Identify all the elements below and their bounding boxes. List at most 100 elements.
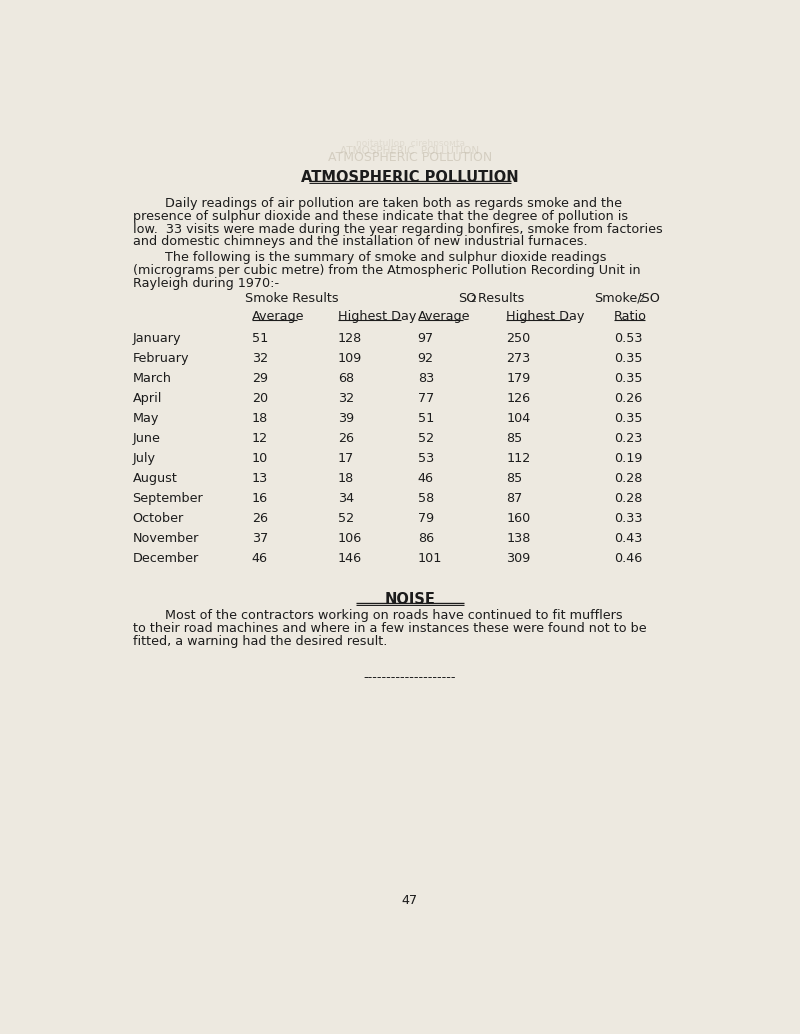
Text: November: November [133, 533, 199, 545]
Text: low.  33 visits were made during the year regarding bonfires, smoke from factori: low. 33 visits were made during the year… [133, 222, 662, 236]
Text: 104: 104 [506, 413, 530, 425]
Text: 128: 128 [338, 332, 362, 345]
Text: 10: 10 [252, 452, 268, 465]
Text: 26: 26 [252, 512, 268, 525]
Text: 83: 83 [418, 372, 434, 385]
Text: 112: 112 [506, 452, 530, 465]
Text: 32: 32 [338, 392, 354, 405]
Text: October: October [133, 512, 184, 525]
Text: Ratio: Ratio [614, 310, 647, 324]
Text: 0.33: 0.33 [614, 512, 642, 525]
Text: ATMOSPHERIC POLLUTION: ATMOSPHERIC POLLUTION [328, 151, 492, 164]
Text: 0.28: 0.28 [614, 473, 642, 485]
Text: 13: 13 [252, 473, 268, 485]
Text: to their road machines and where in a few instances these were found not to be: to their road machines and where in a fe… [133, 621, 646, 635]
Text: fitted, a warning had the desired result.: fitted, a warning had the desired result… [133, 635, 387, 647]
Text: 17: 17 [338, 452, 354, 465]
Text: 47: 47 [402, 894, 418, 907]
Text: 34: 34 [338, 492, 354, 506]
Text: 51: 51 [418, 413, 434, 425]
Text: May: May [133, 413, 159, 425]
Text: 92: 92 [418, 352, 434, 365]
Text: 77: 77 [418, 392, 434, 405]
Text: 46: 46 [418, 473, 434, 485]
Text: January: January [133, 332, 181, 345]
Text: 160: 160 [506, 512, 530, 525]
Text: --------------------: -------------------- [364, 671, 456, 683]
Text: 97: 97 [418, 332, 434, 345]
Text: Smoke/SO: Smoke/SO [594, 292, 660, 305]
Text: (micrograms per cubic metre) from the Atmospheric Pollution Recording Unit in: (micrograms per cubic metre) from the At… [133, 264, 640, 277]
Text: 86: 86 [418, 533, 434, 545]
Text: July: July [133, 452, 155, 465]
Text: 87: 87 [506, 492, 522, 506]
Text: Rayleigh during 1970:-: Rayleigh during 1970:- [133, 276, 278, 290]
Text: 68: 68 [338, 372, 354, 385]
Text: ATMOSPHERIC  POLLUTION: ATMOSPHERIC POLLUTION [341, 146, 479, 156]
Text: 0.35: 0.35 [614, 352, 642, 365]
Text: 109: 109 [338, 352, 362, 365]
Text: 0.26: 0.26 [614, 392, 642, 405]
Text: 0.35: 0.35 [614, 413, 642, 425]
Text: February: February [133, 352, 189, 365]
Text: 52: 52 [338, 512, 354, 525]
Text: Results: Results [474, 292, 525, 305]
Text: 79: 79 [418, 512, 434, 525]
Text: 138: 138 [506, 533, 530, 545]
Text: April: April [133, 392, 162, 405]
Text: 2: 2 [470, 295, 476, 304]
Text: 39: 39 [338, 413, 354, 425]
Text: 273: 273 [506, 352, 530, 365]
Text: 106: 106 [338, 533, 362, 545]
Text: 250: 250 [506, 332, 530, 345]
Text: 0.19: 0.19 [614, 452, 642, 465]
Text: 309: 309 [506, 552, 530, 566]
Text: 179: 179 [506, 372, 530, 385]
Text: 0.43: 0.43 [614, 533, 642, 545]
Text: 51: 51 [252, 332, 268, 345]
Text: March: March [133, 372, 171, 385]
Text: Daily readings of air pollution are taken both as regards smoke and the: Daily readings of air pollution are take… [133, 197, 622, 210]
Text: Average: Average [418, 310, 470, 324]
Text: 18: 18 [252, 413, 268, 425]
Text: Highest Day: Highest Day [506, 310, 585, 324]
Text: 18: 18 [338, 473, 354, 485]
Text: 0.28: 0.28 [614, 492, 642, 506]
Text: 32: 32 [252, 352, 268, 365]
Text: 16: 16 [252, 492, 268, 506]
Text: 53: 53 [418, 452, 434, 465]
Text: noitatullop  cirehpsoмta: noitatullop cirehpsoмta [355, 139, 465, 148]
Text: August: August [133, 473, 178, 485]
Text: 20: 20 [252, 392, 268, 405]
Text: 146: 146 [338, 552, 362, 566]
Text: 58: 58 [418, 492, 434, 506]
Text: Most of the contractors working on roads have continued to fit mufflers: Most of the contractors working on roads… [133, 609, 622, 622]
Text: September: September [133, 492, 203, 506]
Text: 0.53: 0.53 [614, 332, 642, 345]
Text: ATMOSPHERIC POLLUTION: ATMOSPHERIC POLLUTION [301, 171, 519, 185]
Text: Highest Day: Highest Day [338, 310, 416, 324]
Text: 46: 46 [252, 552, 268, 566]
Text: 37: 37 [252, 533, 268, 545]
Text: 0.23: 0.23 [614, 432, 642, 445]
Text: 126: 126 [506, 392, 530, 405]
Text: presence of sulphur dioxide and these indicate that the degree of pollution is: presence of sulphur dioxide and these in… [133, 210, 628, 223]
Text: NOISE: NOISE [385, 592, 435, 607]
Text: The following is the summary of smoke and sulphur dioxide readings: The following is the summary of smoke an… [133, 251, 606, 264]
Text: June: June [133, 432, 161, 445]
Text: 52: 52 [418, 432, 434, 445]
Text: 2: 2 [638, 295, 644, 304]
Text: 0.46: 0.46 [614, 552, 642, 566]
Text: 0.35: 0.35 [614, 372, 642, 385]
Text: 12: 12 [252, 432, 268, 445]
Text: SO: SO [458, 292, 477, 305]
Text: and domestic chimneys and the installation of new industrial furnaces.: and domestic chimneys and the installati… [133, 236, 587, 248]
Text: Average: Average [252, 310, 304, 324]
Text: December: December [133, 552, 199, 566]
Text: 26: 26 [338, 432, 354, 445]
Text: 29: 29 [252, 372, 268, 385]
Text: 85: 85 [506, 473, 522, 485]
Text: 85: 85 [506, 432, 522, 445]
Text: Smoke Results: Smoke Results [246, 292, 339, 305]
Text: 101: 101 [418, 552, 442, 566]
